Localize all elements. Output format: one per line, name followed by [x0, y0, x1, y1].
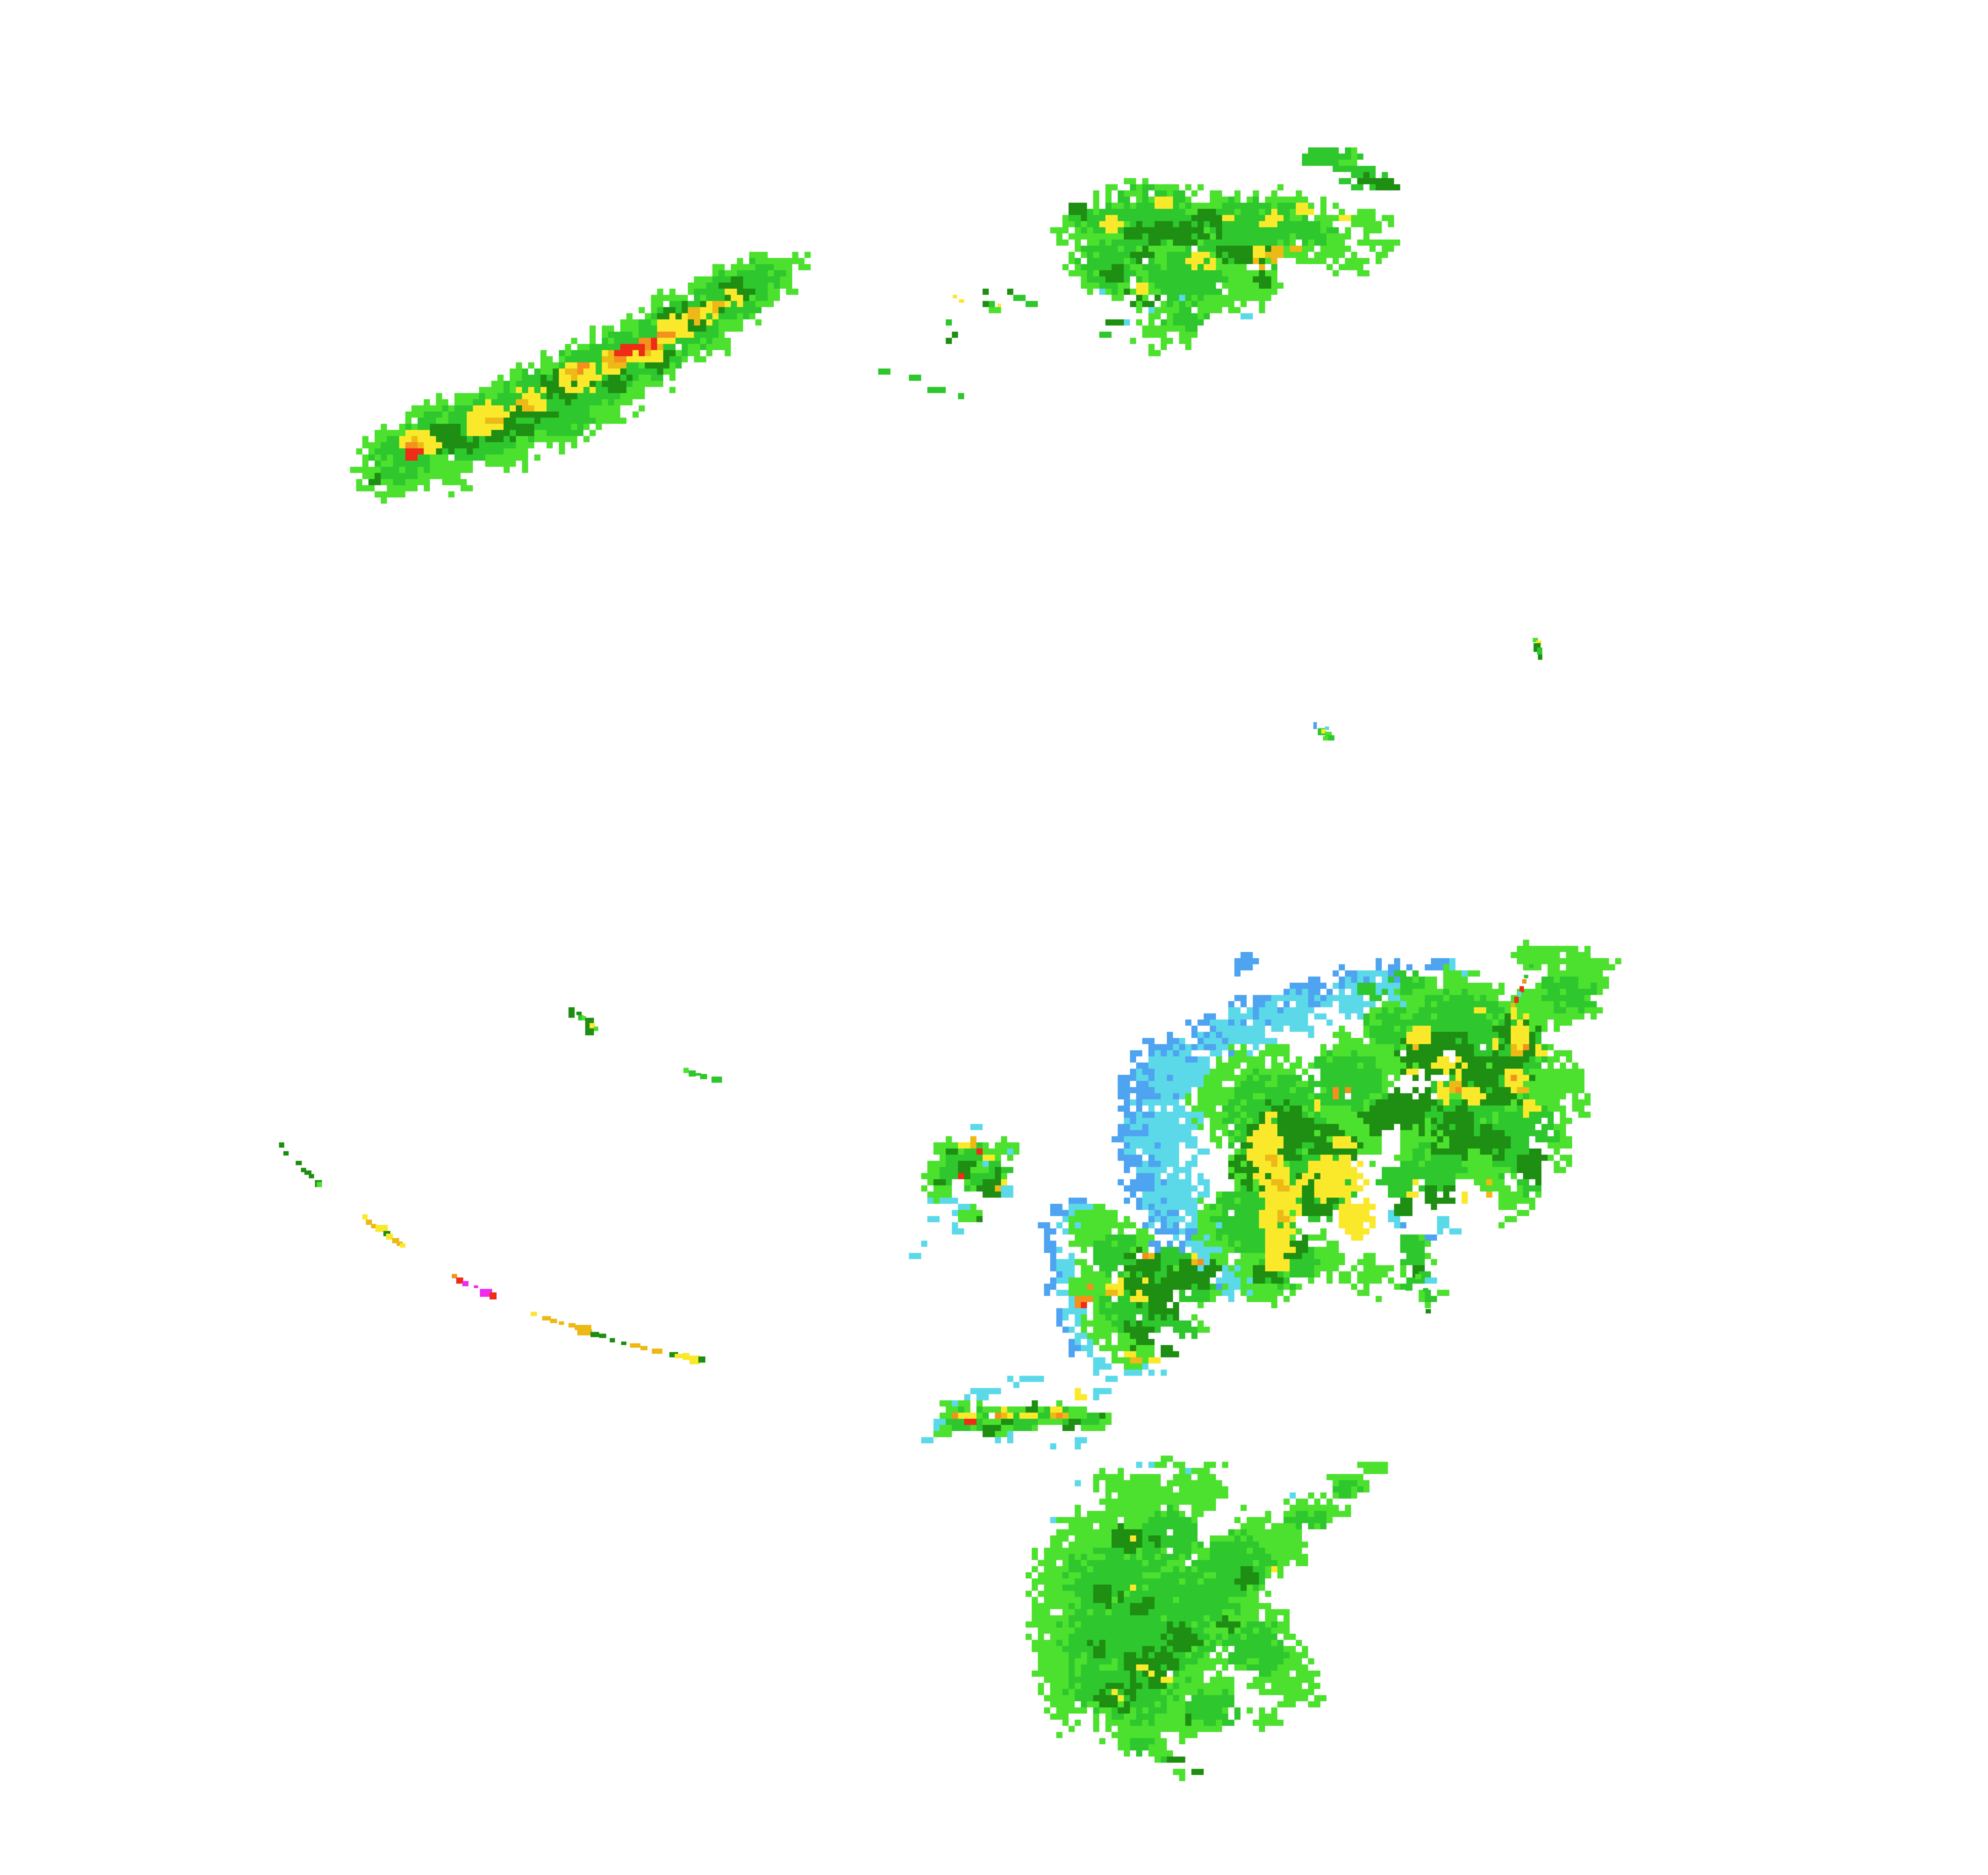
radar-reflectivity-canvas: [0, 0, 1988, 1875]
radar-image: [0, 0, 1988, 1875]
